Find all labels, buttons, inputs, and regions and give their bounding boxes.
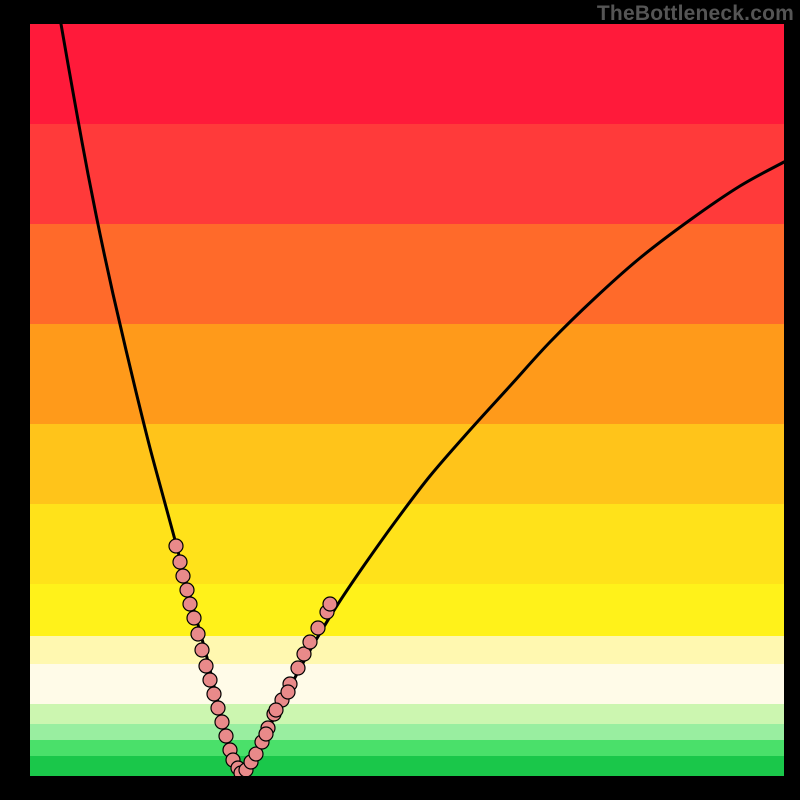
data-marker bbox=[176, 569, 190, 583]
data-marker bbox=[195, 643, 209, 657]
data-marker bbox=[311, 621, 325, 635]
data-marker bbox=[173, 555, 187, 569]
data-marker bbox=[211, 701, 225, 715]
chart-frame: TheBottleneck.com bbox=[0, 0, 800, 800]
data-marker bbox=[215, 715, 229, 729]
data-marker bbox=[203, 673, 217, 687]
data-marker bbox=[303, 635, 317, 649]
data-marker bbox=[291, 661, 305, 675]
data-marker bbox=[180, 583, 194, 597]
data-marker bbox=[269, 703, 283, 717]
data-marker bbox=[207, 687, 221, 701]
data-marker bbox=[199, 659, 213, 673]
bottleneck-chart bbox=[0, 0, 800, 800]
data-marker bbox=[183, 597, 197, 611]
plot-gradient bbox=[30, 24, 784, 776]
data-marker bbox=[191, 627, 205, 641]
data-marker bbox=[169, 539, 183, 553]
data-marker bbox=[219, 729, 233, 743]
data-marker bbox=[323, 597, 337, 611]
data-marker bbox=[281, 685, 295, 699]
watermark-text: TheBottleneck.com bbox=[597, 2, 794, 26]
data-marker bbox=[259, 727, 273, 741]
data-marker bbox=[187, 611, 201, 625]
